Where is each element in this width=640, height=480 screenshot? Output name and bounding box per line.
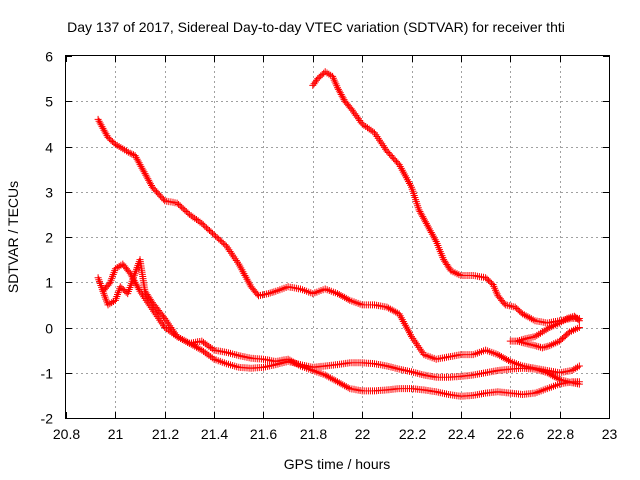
series-track-c — [99, 260, 583, 388]
plot-frame — [65, 55, 610, 419]
x-tick-label: 21.6 — [250, 426, 277, 442]
plus-markers — [94, 256, 583, 400]
x-tick-label: 21.2 — [152, 426, 179, 442]
x-tick-label: 21 — [108, 426, 124, 442]
series-track-f — [514, 324, 583, 352]
y-tick-label: 4 — [45, 140, 53, 156]
y-tick-label: 6 — [45, 49, 53, 65]
x-tick-label: 22.2 — [399, 426, 426, 442]
y-tick-label: 3 — [45, 185, 53, 201]
y-tick-label: 5 — [45, 94, 53, 110]
x-tick-label: 22.4 — [448, 426, 475, 442]
series-track-a — [94, 115, 583, 377]
x-tick-label: 21.4 — [201, 426, 228, 442]
y-tick-label: -1 — [41, 366, 54, 382]
series-track-b — [309, 68, 583, 327]
plus-markers — [94, 115, 583, 377]
y-tick-label: 2 — [45, 230, 53, 246]
x-tick-labels: 20.8 21 21.2 21.4 21.6 21.8 22 22.2 22.4 22.6 22.8… — [53, 426, 618, 442]
axis-ticks — [66, 56, 610, 419]
x-tick-label: 22.6 — [497, 426, 524, 442]
data-points — [94, 68, 583, 400]
plus-markers — [309, 68, 583, 327]
plus-markers — [514, 324, 583, 352]
y-tick-labels: -2 -1 0 1 2 3 4 5 6 — [41, 49, 54, 427]
y-axis-title: SDTVAR / TECUs — [5, 181, 21, 293]
y-tick-label: 1 — [45, 275, 53, 291]
x-axis-title: GPS time / hours — [284, 456, 391, 472]
y-tick-label: 0 — [45, 321, 53, 337]
chart-title: Day 137 of 2017, Sidereal Day-to-day VTE… — [67, 19, 565, 35]
y-tick-label: -2 — [41, 411, 54, 427]
x-tick-label: 21.8 — [300, 426, 327, 442]
series-track-d — [94, 256, 583, 400]
x-tick-label: 20.8 — [53, 426, 80, 442]
x-tick-label: 23 — [602, 426, 618, 442]
x-tick-label: 22 — [355, 426, 371, 442]
x-tick-label: 22.8 — [547, 426, 574, 442]
plus-markers — [99, 260, 583, 388]
